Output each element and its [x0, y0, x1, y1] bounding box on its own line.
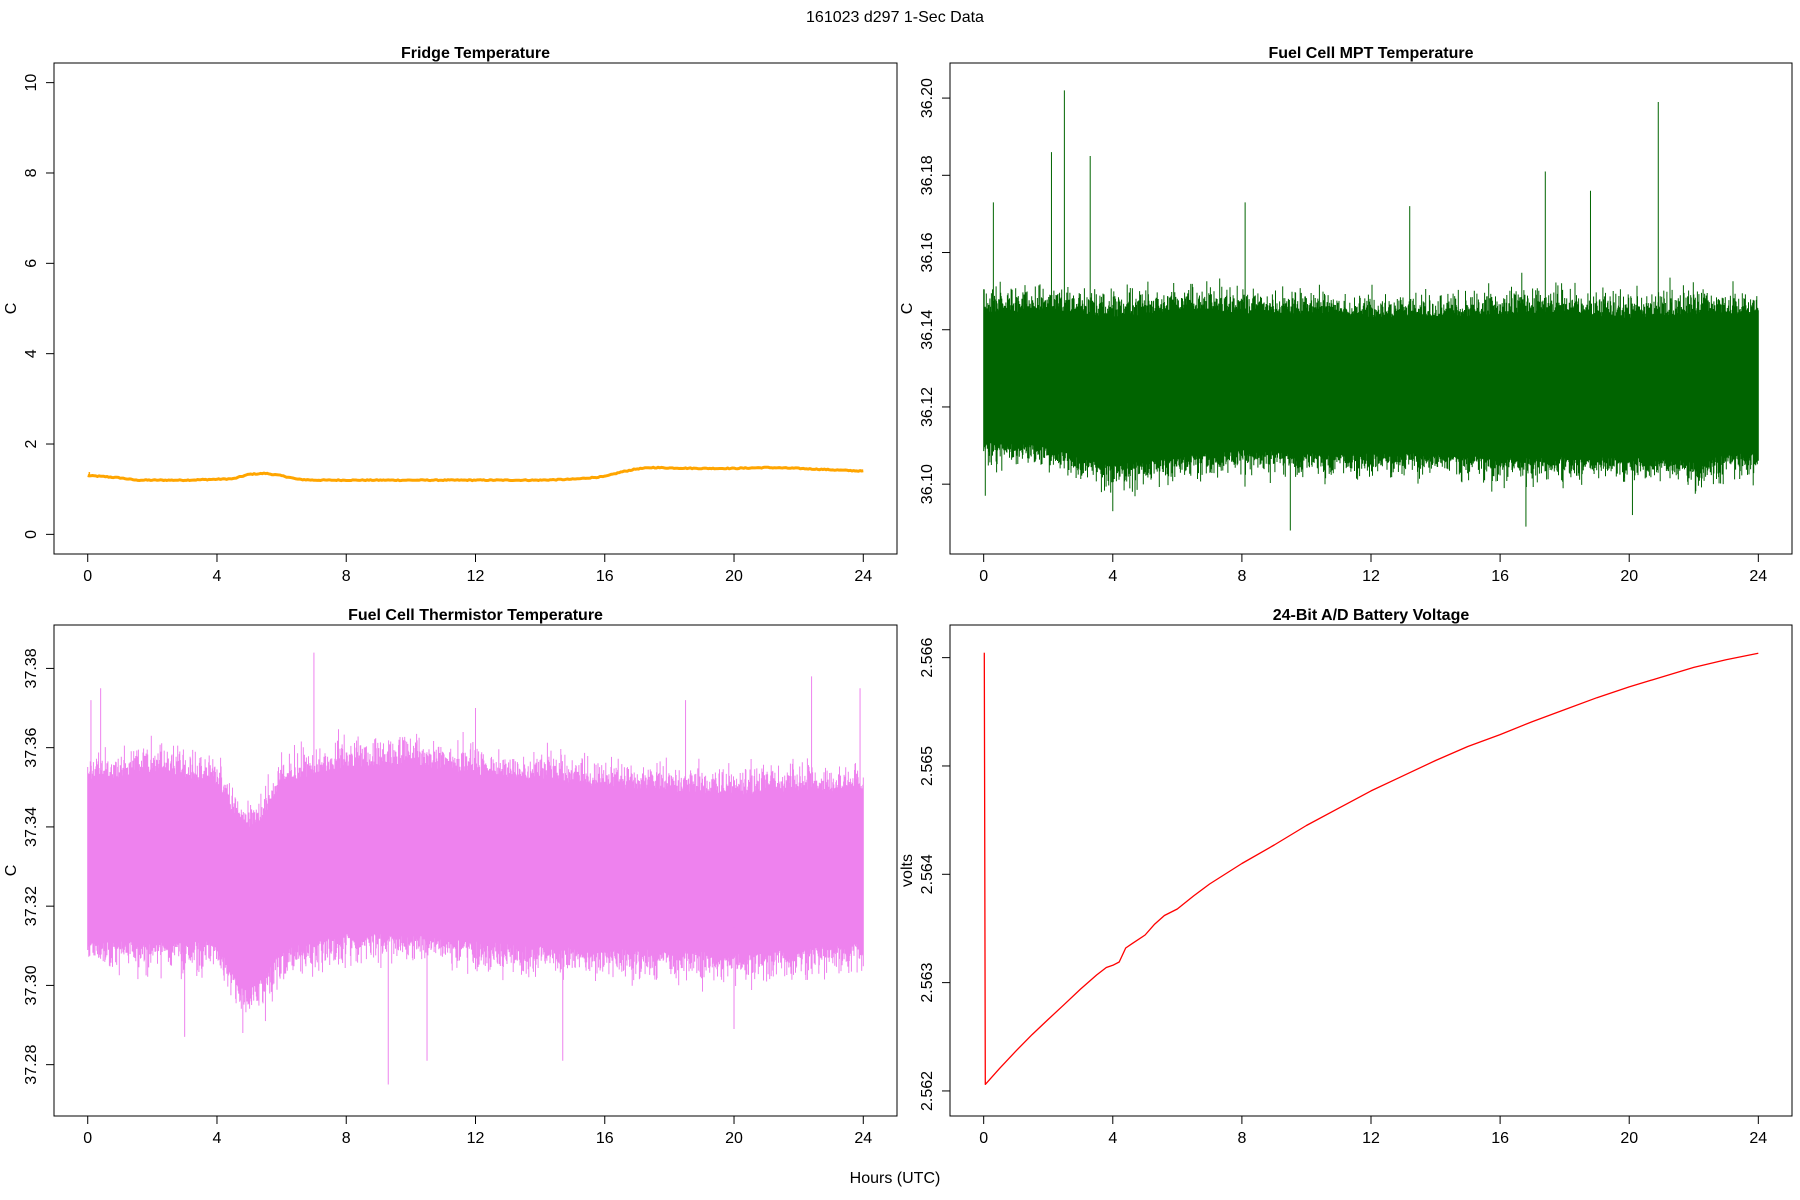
fuel-cell-thermistor-temperature-series-core: [87, 791, 864, 964]
fridge-temperature-series-line: [87, 465, 864, 483]
fridge-temperature-x-tick-label: 4: [213, 568, 222, 585]
fuel-cell-thermistor-temperature-x-tick-label: 24: [854, 1130, 872, 1147]
battery-voltage-y-tick-label: 2.563: [919, 963, 936, 1003]
battery-voltage-x-tick-label: 8: [1237, 1130, 1246, 1147]
fuel-cell-mpt-temperature-y-tick-label: 36.18: [919, 155, 936, 195]
fuel-cell-mpt-temperature-series-core: [983, 332, 1759, 441]
battery-voltage-x-tick-label: 16: [1491, 1130, 1509, 1147]
battery-voltage-x-tick-label: 24: [1749, 1130, 1767, 1147]
battery-voltage-y-tick-label: 2.562: [919, 1071, 936, 1111]
fridge-temperature-title: Fridge Temperature: [401, 45, 550, 62]
fuel-cell-mpt-temperature-x-tick-label: 4: [1108, 568, 1117, 585]
fridge-temperature-y-tick-label: 10: [23, 74, 40, 92]
fuel-cell-mpt-temperature-panel: Fuel Cell MPT Temperature 0 4 8 12 16 20 24 36.1…: [899, 45, 1793, 585]
fuel-cell-mpt-temperature-x-tick-label: 24: [1749, 568, 1767, 585]
fridge-temperature-y-tick-label: 2: [23, 439, 40, 448]
fuel-cell-mpt-temperature-x-tick-label: 20: [1620, 568, 1638, 585]
fuel-cell-thermistor-temperature-y-tick-label: 37.36: [23, 728, 40, 768]
fuel-cell-thermistor-temperature-x-tick-label: 16: [596, 1130, 614, 1147]
battery-voltage-panel: 24-Bit A/D Battery Voltage 0 4 8 12 16 20 24 2.5…: [899, 607, 1793, 1147]
fuel-cell-mpt-temperature-y-axis-label: C: [899, 303, 916, 315]
fuel-cell-thermistor-temperature-y-tick-label: 37.34: [23, 807, 40, 847]
battery-voltage-x-tick-label: 20: [1620, 1130, 1638, 1147]
fuel-cell-thermistor-temperature-y-tick-label: 37.30: [23, 965, 40, 1005]
fuel-cell-mpt-temperature-x-tick-label: 8: [1237, 568, 1246, 585]
fuel-cell-mpt-temperature-y-tick-label: 36.20: [919, 78, 936, 118]
fuel-cell-thermistor-temperature-y-tick-label: 37.38: [23, 648, 40, 688]
fuel-cell-thermistor-temperature-x-tick-label: 8: [342, 1130, 351, 1147]
fridge-temperature-y-axis-label: C: [3, 303, 20, 315]
battery-voltage-plot-frame: [949, 624, 1793, 1117]
fuel-cell-thermistor-temperature-y-tick-label: 37.28: [23, 1045, 40, 1085]
figure-title: 161023 d297 1-Sec Data: [806, 9, 984, 26]
battery-voltage-x-tick-label: 12: [1362, 1130, 1380, 1147]
fuel-cell-mpt-temperature-series-noise: [983, 272, 1759, 497]
fridge-temperature-y-tick-label: 4: [23, 349, 40, 358]
fuel-cell-mpt-temperature-y-tick-label: 36.12: [919, 387, 936, 427]
fuel-cell-mpt-temperature-y-tick-label: 36.16: [919, 232, 936, 272]
fridge-temperature-x-tick-label: 12: [467, 568, 485, 585]
fuel-cell-mpt-temperature-y-tick-label: 36.10: [919, 464, 936, 504]
battery-voltage-x-tick-label: 0: [979, 1130, 988, 1147]
battery-voltage-y-tick-label: 2.565: [919, 746, 936, 786]
fuel-cell-thermistor-temperature-x-tick-label: 12: [467, 1130, 485, 1147]
fridge-temperature-x-tick-label: 8: [342, 568, 351, 585]
fridge-temperature-x-tick-label: 20: [725, 568, 743, 585]
battery-voltage-x-tick-label: 4: [1108, 1130, 1117, 1147]
battery-voltage-title: 24-Bit A/D Battery Voltage: [1273, 607, 1470, 624]
fridge-temperature-y-tick-label: 8: [23, 168, 40, 177]
fuel-cell-thermistor-temperature-x-tick-label: 20: [725, 1130, 743, 1147]
fuel-cell-thermistor-temperature-panel: Fuel Cell Thermistor Temperature 0 4 8 12 16 2…: [3, 607, 898, 1147]
fuel-cell-thermistor-temperature-x-tick-label: 0: [83, 1130, 92, 1147]
fuel-cell-mpt-temperature-x-tick-label: 16: [1491, 568, 1509, 585]
battery-voltage-y-axis-label: volts: [899, 854, 916, 887]
fuel-cell-thermistor-temperature-title: Fuel Cell Thermistor Temperature: [348, 607, 603, 624]
fuel-cell-thermistor-temperature-y-axis-label: C: [3, 865, 20, 877]
fuel-cell-thermistor-temperature-x-tick-label: 4: [213, 1130, 222, 1147]
fridge-temperature-x-tick-label: 16: [596, 568, 614, 585]
x-axis-label: Hours (UTC): [850, 1170, 941, 1187]
fuel-cell-mpt-temperature-title: Fuel Cell MPT Temperature: [1268, 45, 1473, 62]
fuel-cell-mpt-temperature-x-tick-label: 12: [1362, 568, 1380, 585]
battery-voltage-y-tick-label: 2.566: [919, 638, 936, 678]
fridge-temperature-x-tick-label: 0: [83, 568, 92, 585]
fuel-cell-thermistor-temperature-y-tick-label: 37.32: [23, 886, 40, 926]
fridge-temperature-x-tick-label: 24: [854, 568, 872, 585]
battery-voltage-y-tick-label: 2.564: [919, 854, 936, 894]
fridge-temperature-y-tick-label: 6: [23, 259, 40, 268]
fuel-cell-mpt-temperature-x-tick-label: 0: [979, 568, 988, 585]
fuel-cell-thermistor-temperature-series-noise: [87, 729, 864, 1013]
battery-voltage-series-line: [983, 652, 1759, 1086]
fridge-temperature-y-tick-label: 0: [23, 530, 40, 539]
fuel-cell-mpt-temperature-y-tick-label: 36.14: [919, 310, 936, 350]
